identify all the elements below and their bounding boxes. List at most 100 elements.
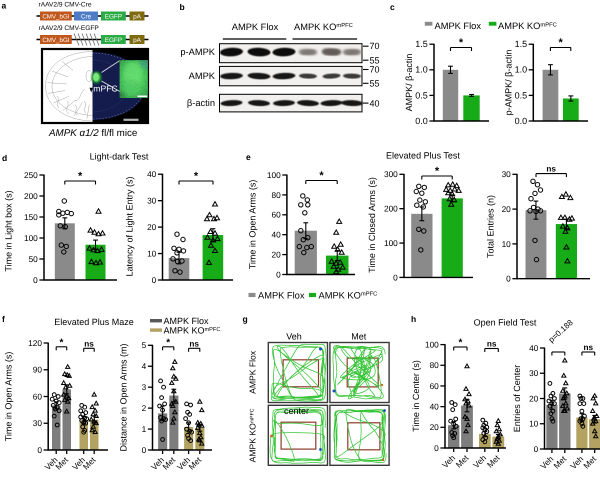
svg-text:20: 20 xyxy=(271,250,281,260)
svg-text:30: 30 xyxy=(502,169,512,179)
svg-text:f: f xyxy=(2,314,5,324)
svg-text:0: 0 xyxy=(506,274,511,284)
svg-text:Veh: Veh xyxy=(286,332,302,342)
svg-text:b: b xyxy=(180,2,185,12)
svg-text:AMPK Flox: AMPK Flox xyxy=(248,350,258,394)
svg-text:d: d xyxy=(2,153,7,163)
svg-text:AMPK Flox: AMPK Flox xyxy=(258,290,305,300)
svg-text:mPFC: mPFC xyxy=(93,84,117,94)
svg-text:Light-dark Test: Light-dark Test xyxy=(90,151,149,161)
svg-text:*: * xyxy=(166,337,170,348)
svg-text:β-actin: β-actin xyxy=(187,98,215,108)
svg-text:60: 60 xyxy=(430,381,440,391)
svg-text:Time in Closed Arms (s): Time in Closed Arms (s) xyxy=(367,177,377,273)
svg-text:100: 100 xyxy=(384,238,398,248)
svg-text:40: 40 xyxy=(370,99,380,109)
svg-text:1.0: 1.0 xyxy=(515,65,528,75)
svg-text:3: 3 xyxy=(142,382,147,392)
svg-text:4: 4 xyxy=(142,361,147,371)
svg-text:EGFP: EGFP xyxy=(105,13,122,20)
svg-text:Total Entries (n): Total Entries (n) xyxy=(486,195,496,258)
svg-text:20: 20 xyxy=(529,393,539,403)
svg-text:*: * xyxy=(319,170,324,182)
svg-text:0.5: 0.5 xyxy=(415,90,428,100)
svg-text:Time in Open Arms (s): Time in Open Arms (s) xyxy=(4,352,14,442)
svg-text:ns: ns xyxy=(189,339,199,348)
svg-text:*: * xyxy=(459,37,464,49)
svg-text:60: 60 xyxy=(271,210,281,220)
svg-text:10: 10 xyxy=(147,248,157,258)
svg-text:1.0: 1.0 xyxy=(415,65,428,75)
svg-text:EGFP: EGFP xyxy=(105,37,122,44)
svg-text:100: 100 xyxy=(24,233,38,243)
svg-text:0: 0 xyxy=(276,269,281,279)
svg-text:0: 0 xyxy=(393,272,398,282)
svg-text:200: 200 xyxy=(24,191,38,201)
svg-text:0.5: 0.5 xyxy=(515,90,528,100)
svg-text:AMPK α1/2 fl/fl mice: AMPK α1/2 fl/fl mice xyxy=(48,128,138,139)
svg-text:90: 90 xyxy=(33,365,43,375)
svg-text:5: 5 xyxy=(142,340,147,350)
svg-text:AMPK Flox: AMPK Flox xyxy=(435,21,482,31)
svg-text:p-AMPK: p-AMPK xyxy=(180,47,215,57)
svg-text:0: 0 xyxy=(152,275,157,285)
svg-text:Elevated Plus Maze: Elevated Plus Maze xyxy=(54,317,134,327)
svg-text:AMPK Flox: AMPK Flox xyxy=(232,22,279,32)
svg-text:*: * xyxy=(435,166,440,178)
svg-text:AMPK KOmPFC: AMPK KOmPFC xyxy=(248,408,258,462)
svg-text:1: 1 xyxy=(142,424,147,434)
svg-text:h: h xyxy=(411,314,416,324)
svg-text:70: 70 xyxy=(370,65,380,75)
svg-text:ns: ns xyxy=(584,343,594,352)
svg-text:rAAV2/9 CMV-EGFP: rAAV2/9 CMV-EGFP xyxy=(39,25,100,32)
svg-text:Distance in Open Arms (m): Distance in Open Arms (m) xyxy=(119,343,129,451)
svg-text:250: 250 xyxy=(24,170,38,180)
svg-text:g: g xyxy=(243,314,248,324)
svg-text:*: * xyxy=(78,171,83,183)
svg-text:300: 300 xyxy=(384,169,398,179)
svg-text:120: 120 xyxy=(28,338,42,348)
svg-text:100: 100 xyxy=(425,340,439,350)
svg-text:55: 55 xyxy=(370,56,380,66)
svg-text:AMPK/ β-actin: AMPK/ β-actin xyxy=(404,54,414,112)
svg-text:0: 0 xyxy=(534,444,539,454)
svg-text:150: 150 xyxy=(24,212,38,222)
svg-text:20: 20 xyxy=(502,204,512,214)
svg-text:AMPK KOmPFC: AMPK KOmPFC xyxy=(294,22,353,32)
svg-text:Elevated Plus Test: Elevated Plus Test xyxy=(386,151,460,161)
svg-text:c: c xyxy=(390,2,395,12)
svg-text:AMPK Flox: AMPK Flox xyxy=(164,316,210,326)
svg-text:*: * xyxy=(558,37,563,49)
svg-text:30: 30 xyxy=(147,196,157,206)
svg-text:Entries of Center: Entries of Center xyxy=(512,365,522,433)
svg-text:Open Field Test: Open Field Test xyxy=(474,317,537,327)
svg-text:AMPK KOmPFC: AMPK KOmPFC xyxy=(498,21,557,31)
svg-text:e: e xyxy=(246,152,251,162)
svg-text:*: * xyxy=(60,337,64,348)
svg-text:60: 60 xyxy=(33,391,43,401)
svg-text:AMPK KOmPFC: AMPK KOmPFC xyxy=(164,326,221,336)
svg-text:pA: pA xyxy=(133,37,142,44)
svg-text:0: 0 xyxy=(434,443,439,453)
svg-text:100: 100 xyxy=(267,170,281,180)
svg-text:ns: ns xyxy=(546,165,556,174)
svg-text:20: 20 xyxy=(147,222,157,232)
svg-text:center: center xyxy=(284,406,309,416)
svg-text:Time in Light box (s): Time in Light box (s) xyxy=(4,190,14,271)
svg-text:Cre: Cre xyxy=(81,13,92,20)
svg-text:*: * xyxy=(194,171,199,183)
svg-text:Time in Center (s): Time in Center (s) xyxy=(411,360,421,432)
svg-text:200: 200 xyxy=(384,204,398,214)
svg-text:0.0: 0.0 xyxy=(515,116,528,126)
svg-text:ns: ns xyxy=(84,339,94,348)
svg-text:55: 55 xyxy=(370,79,380,89)
svg-text:40: 40 xyxy=(147,169,157,179)
svg-text:Time in Open Arms (s): Time in Open Arms (s) xyxy=(248,180,258,270)
svg-text:AMPK: AMPK xyxy=(189,71,216,81)
svg-text:50: 50 xyxy=(29,254,39,264)
svg-text:40: 40 xyxy=(271,230,281,240)
svg-text:p-AMPK/ β-actin: p-AMPK/ β-actin xyxy=(504,50,514,116)
svg-text:Latency of Light Entry (s): Latency of Light Entry (s) xyxy=(125,176,135,276)
svg-text:2: 2 xyxy=(142,403,147,413)
svg-text:pA: pA xyxy=(133,13,142,20)
